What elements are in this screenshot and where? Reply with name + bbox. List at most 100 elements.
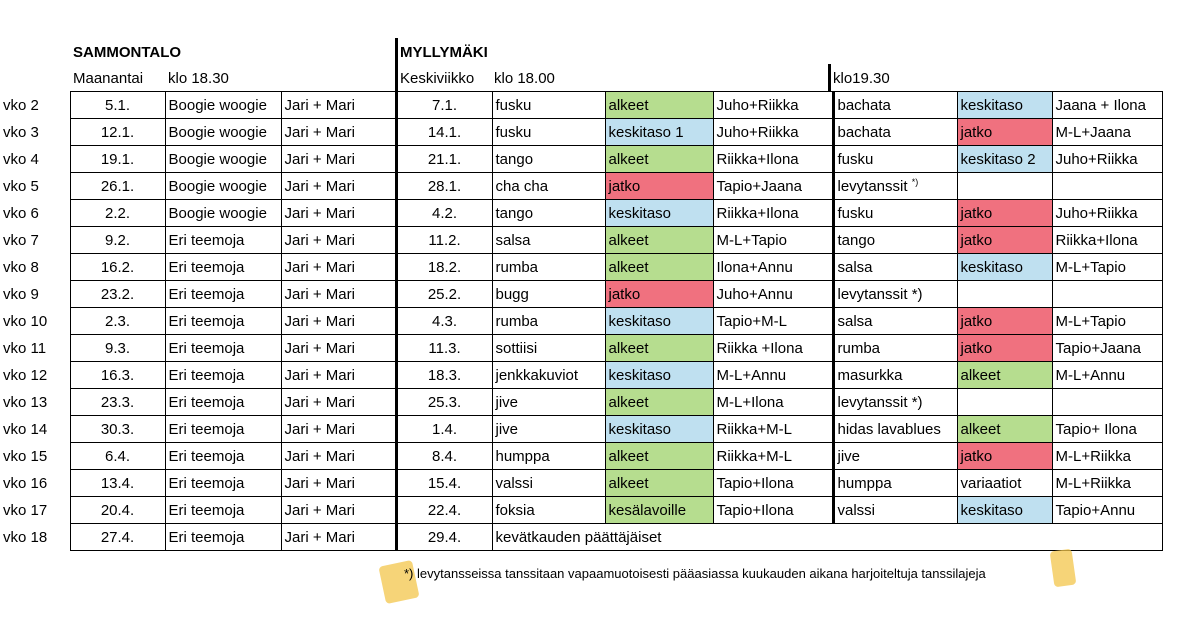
- early-dance: tango: [491, 145, 606, 173]
- monday-date: 9.3.: [69, 334, 166, 362]
- late-instructors: M-L+Tapio: [1051, 253, 1163, 281]
- week-label: vko 10: [3, 312, 48, 330]
- late-instructors: M-L+Tapio: [1051, 307, 1163, 335]
- session-divider: [828, 64, 831, 92]
- late-dance: tango: [831, 226, 958, 254]
- week-label: vko 6: [3, 204, 39, 222]
- monday-date: 9.2.: [69, 226, 166, 254]
- monday-instructors: Jari + Mari: [280, 91, 397, 119]
- early-instructors: Tapio+Ilona: [712, 469, 834, 497]
- early-level: alkeet: [604, 334, 714, 362]
- week-label: vko 9: [3, 285, 39, 303]
- wednesday-date: 18.2.: [394, 253, 493, 281]
- monday-instructors: Jari + Mari: [280, 226, 397, 254]
- week-label: vko 17: [3, 501, 48, 519]
- early-instructors: M-L+Tapio: [712, 226, 834, 254]
- late-dance-text: levytanssit: [837, 178, 908, 195]
- early-dance: sottiisi: [491, 334, 606, 362]
- monday-topic: Eri teemoja: [164, 442, 282, 470]
- monday-instructors: Jari + Mari: [280, 388, 397, 416]
- monday-instructors: Jari + Mari: [280, 118, 397, 146]
- wednesday-date: 25.2.: [394, 280, 493, 308]
- late-instructors: Tapio+Jaana: [1051, 334, 1163, 362]
- late-level: keskitaso: [956, 253, 1053, 281]
- monday-topic: Eri teemoja: [164, 496, 282, 524]
- early-instructors: Juho+Riikka: [712, 91, 834, 119]
- early-dance: fusku: [491, 118, 606, 146]
- early-level: jatko: [604, 280, 714, 308]
- late-instructors: [1051, 388, 1163, 416]
- wednesday-date: 21.1.: [394, 145, 493, 173]
- late-instructors: Jaana + Ilona: [1051, 91, 1163, 119]
- early-level: keskitaso: [604, 199, 714, 227]
- table-row: vko 7 9.2. Eri teemoja Jari + Mari 11.2. sals…: [0, 226, 1163, 254]
- late-dance: fusku: [831, 145, 958, 173]
- week-label: vko 12: [3, 366, 48, 384]
- early-dance: rumba: [491, 307, 606, 335]
- monday-date: 19.1.: [69, 145, 166, 173]
- late-dance: bachata: [831, 91, 958, 119]
- late-level: jatko: [956, 199, 1053, 227]
- late-instructors: Tapio+ Ilona: [1051, 415, 1163, 443]
- table-row: vko 2 5.1. Boogie woogie Jari + Mari 7.1. fus…: [0, 91, 1163, 119]
- early-dance: jive: [491, 415, 606, 443]
- monday-topic: Eri teemoja: [164, 361, 282, 389]
- early-instructors: Riikka+Ilona: [712, 145, 834, 173]
- table-row: vko 10 2.3. Eri teemoja Jari + Mari 4.3. rumb…: [0, 307, 1163, 335]
- week-label: vko 14: [3, 420, 48, 438]
- late-dance: hidas lavablues: [831, 415, 958, 443]
- late-dance: salsa: [831, 253, 958, 281]
- early-instructors: M-L+Annu: [712, 361, 834, 389]
- monday-topic: Boogie woogie: [164, 118, 282, 146]
- monday-instructors: Jari + Mari: [280, 253, 397, 281]
- week-label: vko 16: [3, 474, 48, 492]
- wednesday-date: 4.2.: [394, 199, 493, 227]
- late-dance: masurkka: [831, 361, 958, 389]
- footnote-marker: *): [911, 177, 919, 187]
- wednesday-date: 14.1.: [394, 118, 493, 146]
- late-instructors: [1051, 172, 1163, 200]
- venue-right-time: klo 18.00: [494, 70, 555, 87]
- late-instructors: Juho+Riikka: [1051, 145, 1163, 173]
- wednesday-date: 18.3.: [394, 361, 493, 389]
- early-dance: jive: [491, 388, 606, 416]
- wednesday-date: 7.1.: [394, 91, 493, 119]
- venue-right-time2: klo19.30: [833, 70, 890, 87]
- monday-date: 27.4.: [69, 523, 166, 551]
- late-dance: levytanssit *): [831, 388, 958, 416]
- wednesday-date: 29.4.: [394, 523, 493, 551]
- venue-divider: [395, 38, 398, 92]
- table-row: vko 11 9.3. Eri teemoja Jari + Mari 11.3. sot…: [0, 334, 1163, 362]
- venue-right-day: Keskiviikko: [400, 70, 475, 87]
- table-row: vko 4 19.1. Boogie woogie Jari + Mari 21.1. t…: [0, 145, 1163, 173]
- monday-date: 2.3.: [69, 307, 166, 335]
- table-row: vko 16 13.4. Eri teemoja Jari + Mari 15.4. va…: [0, 469, 1163, 497]
- table-row: vko 15 6.4. Eri teemoja Jari + Mari 8.4. hump…: [0, 442, 1163, 470]
- early-level: kesälavoille: [604, 496, 714, 524]
- early-instructors: Riikka+Ilona: [712, 199, 834, 227]
- week-label: vko 18: [3, 528, 48, 546]
- wednesday-date: 1.4.: [394, 415, 493, 443]
- monday-instructors: Jari + Mari: [280, 280, 397, 308]
- early-dance: humppa: [491, 442, 606, 470]
- early-instructors: Riikka +Ilona: [712, 334, 834, 362]
- late-instructors: Juho+Riikka: [1051, 199, 1163, 227]
- week-label: vko 11: [3, 339, 47, 357]
- wednesday-date: 11.2.: [394, 226, 493, 254]
- venue-left-time: klo 18.30: [168, 70, 229, 87]
- monday-topic: Boogie woogie: [164, 172, 282, 200]
- late-level: jatko: [956, 442, 1053, 470]
- monday-date: 23.2.: [69, 280, 166, 308]
- monday-instructors: Jari + Mari: [280, 415, 397, 443]
- monday-topic: Eri teemoja: [164, 523, 282, 551]
- monday-topic: Eri teemoja: [164, 388, 282, 416]
- week-label: vko 5: [3, 177, 39, 195]
- schedule-body: vko 2 5.1. Boogie woogie Jari + Mari 7.1. fus…: [0, 91, 1163, 551]
- early-instructors: Juho+Riikka: [712, 118, 834, 146]
- late-level: jatko: [956, 118, 1053, 146]
- late-instructors: Tapio+Annu: [1051, 496, 1163, 524]
- early-instructors: Tapio+Ilona: [712, 496, 834, 524]
- monday-date: 2.2.: [69, 199, 166, 227]
- monday-date: 26.1.: [69, 172, 166, 200]
- early-dance: cha cha: [491, 172, 606, 200]
